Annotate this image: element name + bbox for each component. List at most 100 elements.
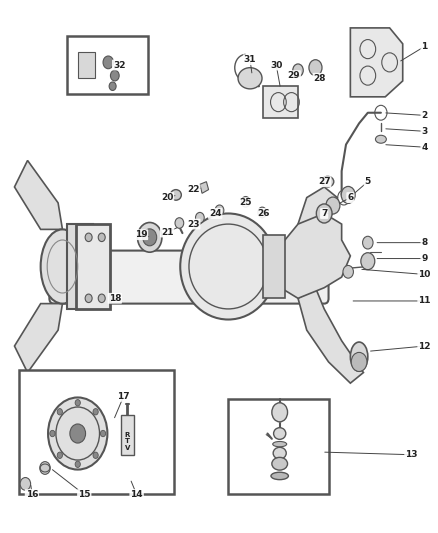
Bar <box>75 224 110 309</box>
Ellipse shape <box>374 135 385 143</box>
Circle shape <box>109 82 116 91</box>
Text: 18: 18 <box>108 294 121 303</box>
Circle shape <box>362 236 372 249</box>
Text: 6: 6 <box>346 193 353 202</box>
Text: 13: 13 <box>404 450 417 459</box>
Bar <box>121 415 133 455</box>
Text: 11: 11 <box>417 296 430 305</box>
Polygon shape <box>297 288 363 383</box>
Polygon shape <box>14 304 62 373</box>
Ellipse shape <box>237 68 261 89</box>
Circle shape <box>215 205 223 216</box>
Text: 8: 8 <box>420 238 427 247</box>
Text: 4: 4 <box>420 143 427 152</box>
Circle shape <box>103 56 113 69</box>
Ellipse shape <box>180 214 276 319</box>
Bar <box>262 86 297 118</box>
Text: 5: 5 <box>364 177 370 186</box>
Text: 12: 12 <box>417 342 430 351</box>
Circle shape <box>70 424 85 443</box>
FancyBboxPatch shape <box>49 251 328 304</box>
Text: 17: 17 <box>117 392 130 401</box>
Text: 14: 14 <box>130 490 143 499</box>
Text: 20: 20 <box>161 193 173 202</box>
Ellipse shape <box>272 441 286 447</box>
Text: 27: 27 <box>317 177 330 186</box>
Text: 25: 25 <box>239 198 251 207</box>
Bar <box>19 370 173 495</box>
Text: 2: 2 <box>420 111 427 120</box>
Text: 3: 3 <box>420 127 427 136</box>
Text: 30: 30 <box>269 61 282 69</box>
Circle shape <box>93 452 98 458</box>
Ellipse shape <box>273 427 285 439</box>
Circle shape <box>142 229 156 246</box>
Circle shape <box>20 478 31 490</box>
Text: 7: 7 <box>320 209 327 218</box>
Ellipse shape <box>350 342 367 371</box>
Text: R: R <box>124 432 130 438</box>
Circle shape <box>93 409 98 415</box>
Circle shape <box>57 409 62 415</box>
Circle shape <box>49 430 55 437</box>
Text: 29: 29 <box>287 71 299 80</box>
Bar <box>78 52 95 78</box>
Bar <box>67 36 147 94</box>
Circle shape <box>241 197 250 207</box>
Circle shape <box>271 403 287 422</box>
Circle shape <box>137 222 162 252</box>
Text: 31: 31 <box>243 55 256 64</box>
Text: 19: 19 <box>134 230 147 239</box>
Circle shape <box>40 462 50 474</box>
Circle shape <box>325 197 339 214</box>
Circle shape <box>110 70 119 81</box>
Ellipse shape <box>321 176 333 187</box>
Polygon shape <box>350 28 402 97</box>
Circle shape <box>195 213 204 223</box>
Circle shape <box>75 461 80 467</box>
Text: 16: 16 <box>25 490 38 499</box>
Text: 26: 26 <box>256 209 269 218</box>
Circle shape <box>360 253 374 270</box>
Ellipse shape <box>270 472 288 480</box>
Polygon shape <box>199 182 208 193</box>
Ellipse shape <box>41 229 84 304</box>
Text: 10: 10 <box>417 270 430 279</box>
Circle shape <box>292 64 303 77</box>
Circle shape <box>85 294 92 303</box>
Text: V: V <box>124 445 130 451</box>
Text: 15: 15 <box>78 490 90 499</box>
Polygon shape <box>14 160 62 229</box>
Bar <box>228 399 328 495</box>
Circle shape <box>175 217 184 228</box>
Circle shape <box>75 400 80 406</box>
Circle shape <box>48 398 107 470</box>
Circle shape <box>85 233 92 241</box>
Circle shape <box>57 452 62 458</box>
Bar <box>67 224 93 309</box>
Text: 28: 28 <box>313 74 325 83</box>
Circle shape <box>98 233 105 241</box>
Polygon shape <box>280 214 350 298</box>
Circle shape <box>98 294 105 303</box>
Text: 23: 23 <box>187 220 199 229</box>
Circle shape <box>100 430 106 437</box>
Text: 22: 22 <box>187 185 199 194</box>
Circle shape <box>308 60 321 76</box>
Text: 21: 21 <box>161 228 173 237</box>
Bar <box>262 235 284 298</box>
Text: 24: 24 <box>208 209 221 218</box>
Circle shape <box>257 207 266 217</box>
Text: 32: 32 <box>113 61 125 69</box>
Polygon shape <box>297 187 336 224</box>
Circle shape <box>350 352 366 372</box>
Ellipse shape <box>170 190 181 200</box>
Text: T: T <box>125 439 130 445</box>
Circle shape <box>342 265 353 278</box>
Circle shape <box>316 204 331 223</box>
Text: 1: 1 <box>420 42 427 51</box>
Ellipse shape <box>271 457 287 470</box>
Ellipse shape <box>272 447 286 459</box>
Circle shape <box>340 187 354 204</box>
Text: 9: 9 <box>420 254 427 263</box>
